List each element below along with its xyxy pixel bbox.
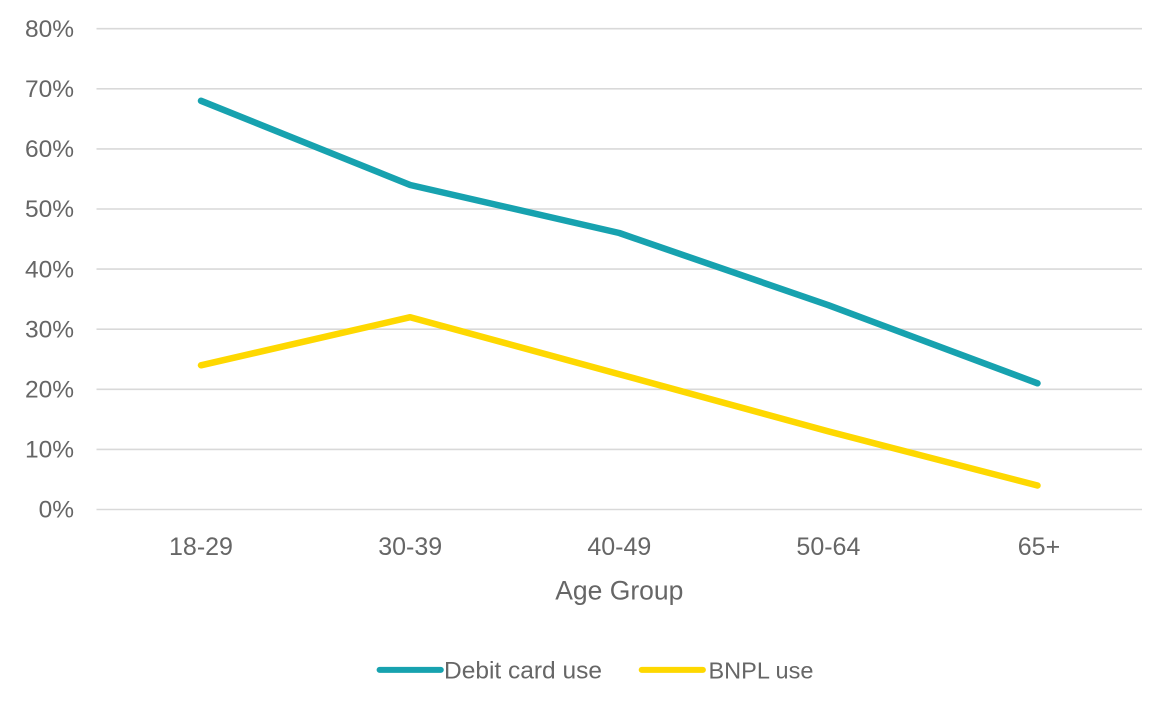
svg-text:40%: 40%	[25, 256, 74, 283]
svg-text:20%: 20%	[25, 377, 74, 404]
svg-text:Age Group: Age Group	[555, 575, 683, 605]
svg-text:50%: 50%	[25, 196, 74, 223]
svg-text:50-64: 50-64	[796, 533, 860, 561]
svg-text:40-49: 40-49	[587, 533, 651, 561]
svg-text:18-29: 18-29	[169, 533, 233, 561]
svg-text:0%: 0%	[39, 497, 74, 524]
svg-text:80%: 80%	[25, 16, 74, 43]
svg-text:30-39: 30-39	[378, 533, 442, 561]
svg-text:BNPL use: BNPL use	[709, 657, 814, 683]
svg-text:10%: 10%	[25, 437, 74, 464]
svg-text:Debit card use: Debit card use	[444, 657, 602, 684]
svg-text:65+: 65+	[1018, 533, 1060, 561]
svg-text:30%: 30%	[25, 316, 74, 343]
svg-text:60%: 60%	[25, 136, 74, 163]
svg-text:70%: 70%	[25, 76, 74, 103]
